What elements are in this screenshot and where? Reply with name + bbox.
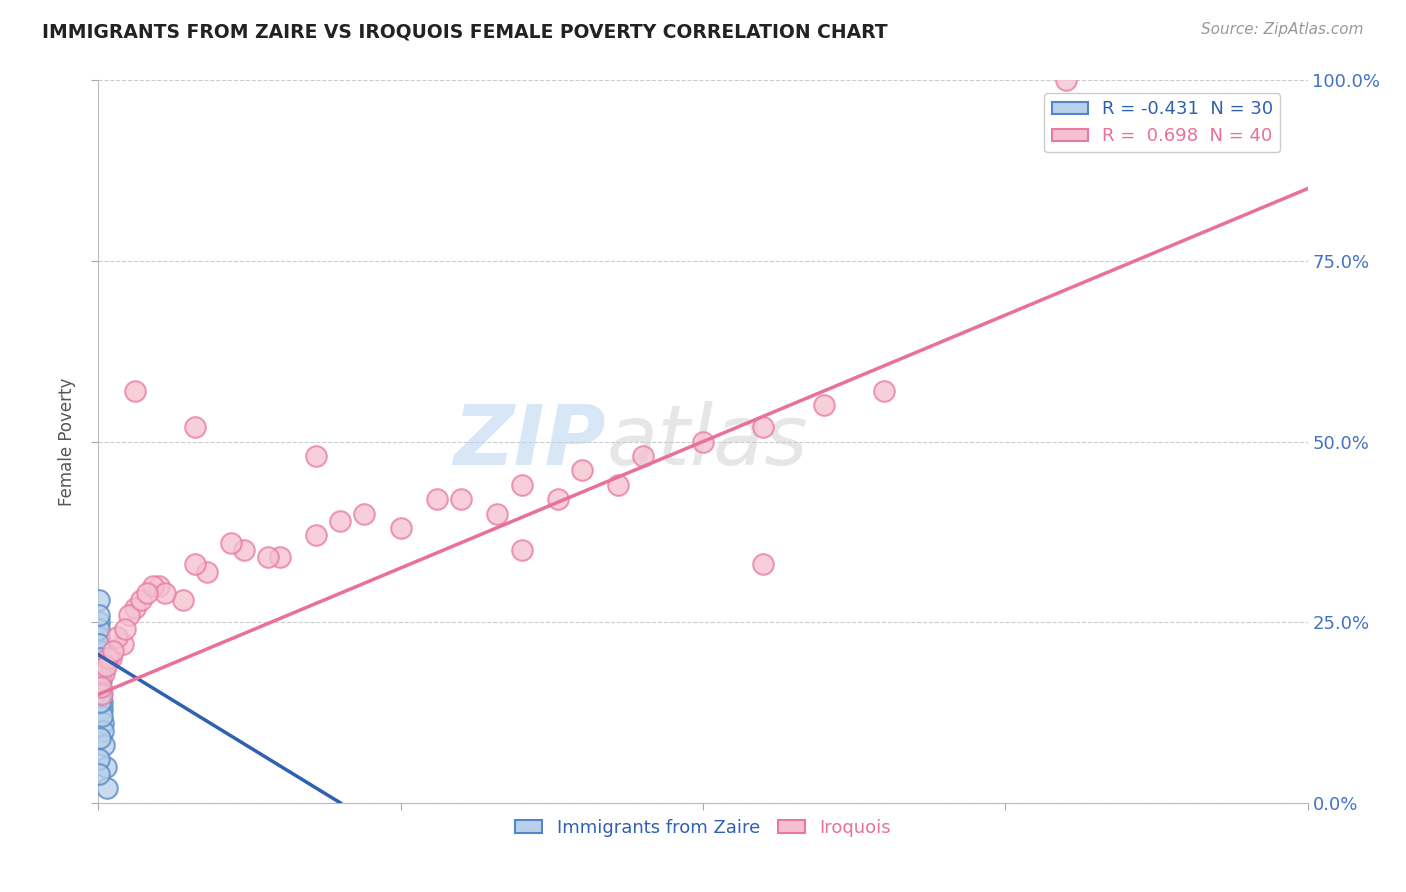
Point [100,651,122,665]
Point [87,615,110,630]
Legend: Immigrants from Zaire, Iroquois: Immigrants from Zaire, Iroquois [508,812,898,845]
Point [353,507,375,521]
Point [752,558,775,572]
Point [93,738,115,752]
Point [571,463,593,477]
Point [105,630,128,644]
Point [813,398,835,412]
Point [305,528,328,542]
Point [873,384,896,398]
Point [89,665,111,680]
Point [547,492,569,507]
Point [221,535,243,549]
Point [89,695,111,709]
Point [256,550,278,565]
Point [172,593,194,607]
Point [91,723,114,738]
Point [89,630,111,644]
Point [89,623,111,637]
Point [114,623,136,637]
Point [184,558,207,572]
Point [93,665,115,680]
Point [91,687,114,701]
Point [426,492,449,507]
Point [124,384,146,398]
Point [389,521,412,535]
Point [90,665,112,680]
Text: Source: ZipAtlas.com: Source: ZipAtlas.com [1201,22,1364,37]
Point [118,607,141,622]
Point [89,644,111,658]
Point [184,420,207,434]
Point [450,492,472,507]
Point [135,586,157,600]
Text: IMMIGRANTS FROM ZAIRE VS IROQUOIS FEMALE POVERTY CORRELATION CHART: IMMIGRANTS FROM ZAIRE VS IROQUOIS FEMALE… [42,22,887,41]
Point [94,760,117,774]
Point [486,507,509,521]
Point [89,651,111,665]
Point [89,637,111,651]
Point [87,593,110,607]
Point [692,434,714,449]
Point [87,767,110,781]
Point [111,637,134,651]
Point [752,420,775,434]
Point [305,449,328,463]
Point [101,644,124,658]
Point [90,673,112,687]
Point [142,579,165,593]
Point [94,658,117,673]
Point [90,680,112,694]
Point [87,607,110,622]
Point [148,579,170,593]
Point [87,752,110,766]
Point [129,593,152,607]
Point [510,542,533,557]
Point [89,651,111,665]
Point [631,449,654,463]
Point [96,781,118,796]
Point [329,514,352,528]
Point [232,542,254,557]
Point [510,478,533,492]
Y-axis label: Female Poverty: Female Poverty [58,377,76,506]
Point [269,550,291,565]
Point [607,478,630,492]
Point [89,637,111,651]
Point [91,716,114,731]
Point [89,731,111,745]
Point [195,565,218,579]
Point [1054,73,1077,87]
Point [124,600,146,615]
Point [90,658,112,673]
Point [90,687,112,701]
Point [97,651,120,665]
Point [90,695,112,709]
Point [89,658,111,673]
Text: atlas: atlas [606,401,808,482]
Point [153,586,176,600]
Point [90,687,112,701]
Text: ZIP: ZIP [454,401,606,482]
Point [89,680,111,694]
Point [91,702,114,716]
Point [91,709,114,723]
